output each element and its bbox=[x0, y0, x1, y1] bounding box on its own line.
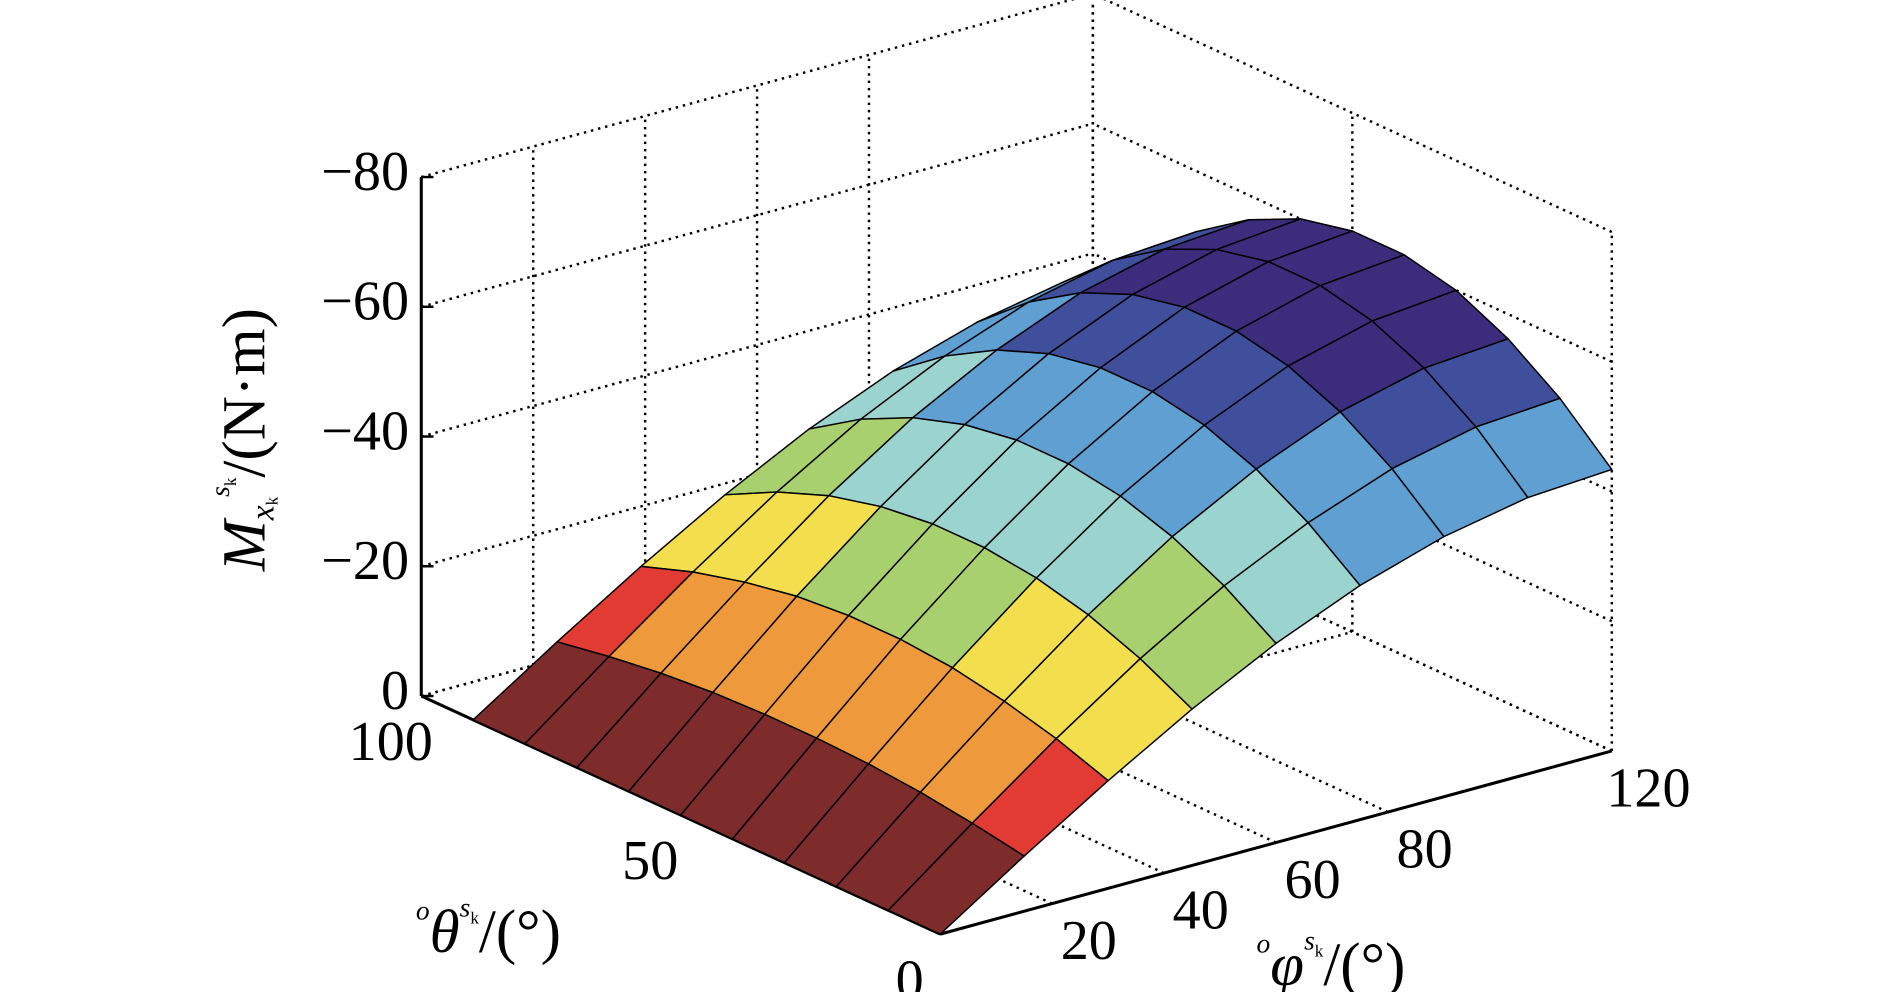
y-axis-label-part: o bbox=[1257, 929, 1271, 959]
y-axis-label-part: /(°) bbox=[1323, 932, 1405, 992]
x-axis-label: oθsk/(°) bbox=[416, 893, 561, 966]
z-tick-label: −60 bbox=[321, 271, 409, 333]
y-axis-label: oφsk/(°) bbox=[1257, 926, 1406, 992]
z-axis-label-part: k bbox=[221, 477, 240, 486]
grid-line bbox=[420, 122, 1094, 308]
z-tick-label: −40 bbox=[321, 400, 409, 462]
y-axis bbox=[939, 749, 1613, 936]
x-tick-label: 100 bbox=[349, 711, 433, 773]
z-axis-label-part: M bbox=[211, 517, 278, 572]
x-axis-label-part: o bbox=[416, 896, 430, 926]
x-axis-label-part: k bbox=[470, 908, 479, 927]
x-tick-label: 50 bbox=[622, 830, 678, 892]
z-axis-label-part: s bbox=[205, 486, 235, 497]
z-tick-label: 0 bbox=[381, 660, 409, 722]
x-axis-label-part: s bbox=[460, 893, 471, 923]
z-tick-label: −80 bbox=[321, 141, 409, 203]
z-axis-label: Mxksk/(N·m) bbox=[205, 308, 281, 572]
y-tick-label: 20 bbox=[1061, 910, 1117, 972]
y-tick-label: 120 bbox=[1606, 758, 1690, 820]
y-axis-label-part: k bbox=[1315, 941, 1324, 960]
z-axis-label-part: /(N·m) bbox=[211, 308, 278, 478]
grid-line bbox=[420, 0, 1076, 179]
z-axis-label-part: x bbox=[244, 505, 281, 521]
x-axis-label-part: /(°) bbox=[479, 899, 561, 966]
y-axis-label-part: s bbox=[1304, 926, 1315, 956]
z-axis-label-part: k bbox=[262, 496, 281, 505]
x-axis-label-part: θ bbox=[430, 899, 460, 966]
x-tick-label: 0 bbox=[896, 949, 924, 992]
y-tick-label: 60 bbox=[1285, 849, 1341, 911]
y-axis-label-part: φ bbox=[1270, 932, 1304, 992]
z-tick-label: −20 bbox=[321, 530, 409, 592]
surface-face bbox=[887, 822, 1025, 935]
grid-line bbox=[420, 252, 1094, 438]
y-tick-label: 40 bbox=[1173, 880, 1229, 942]
y-tick-label: 80 bbox=[1397, 819, 1453, 881]
